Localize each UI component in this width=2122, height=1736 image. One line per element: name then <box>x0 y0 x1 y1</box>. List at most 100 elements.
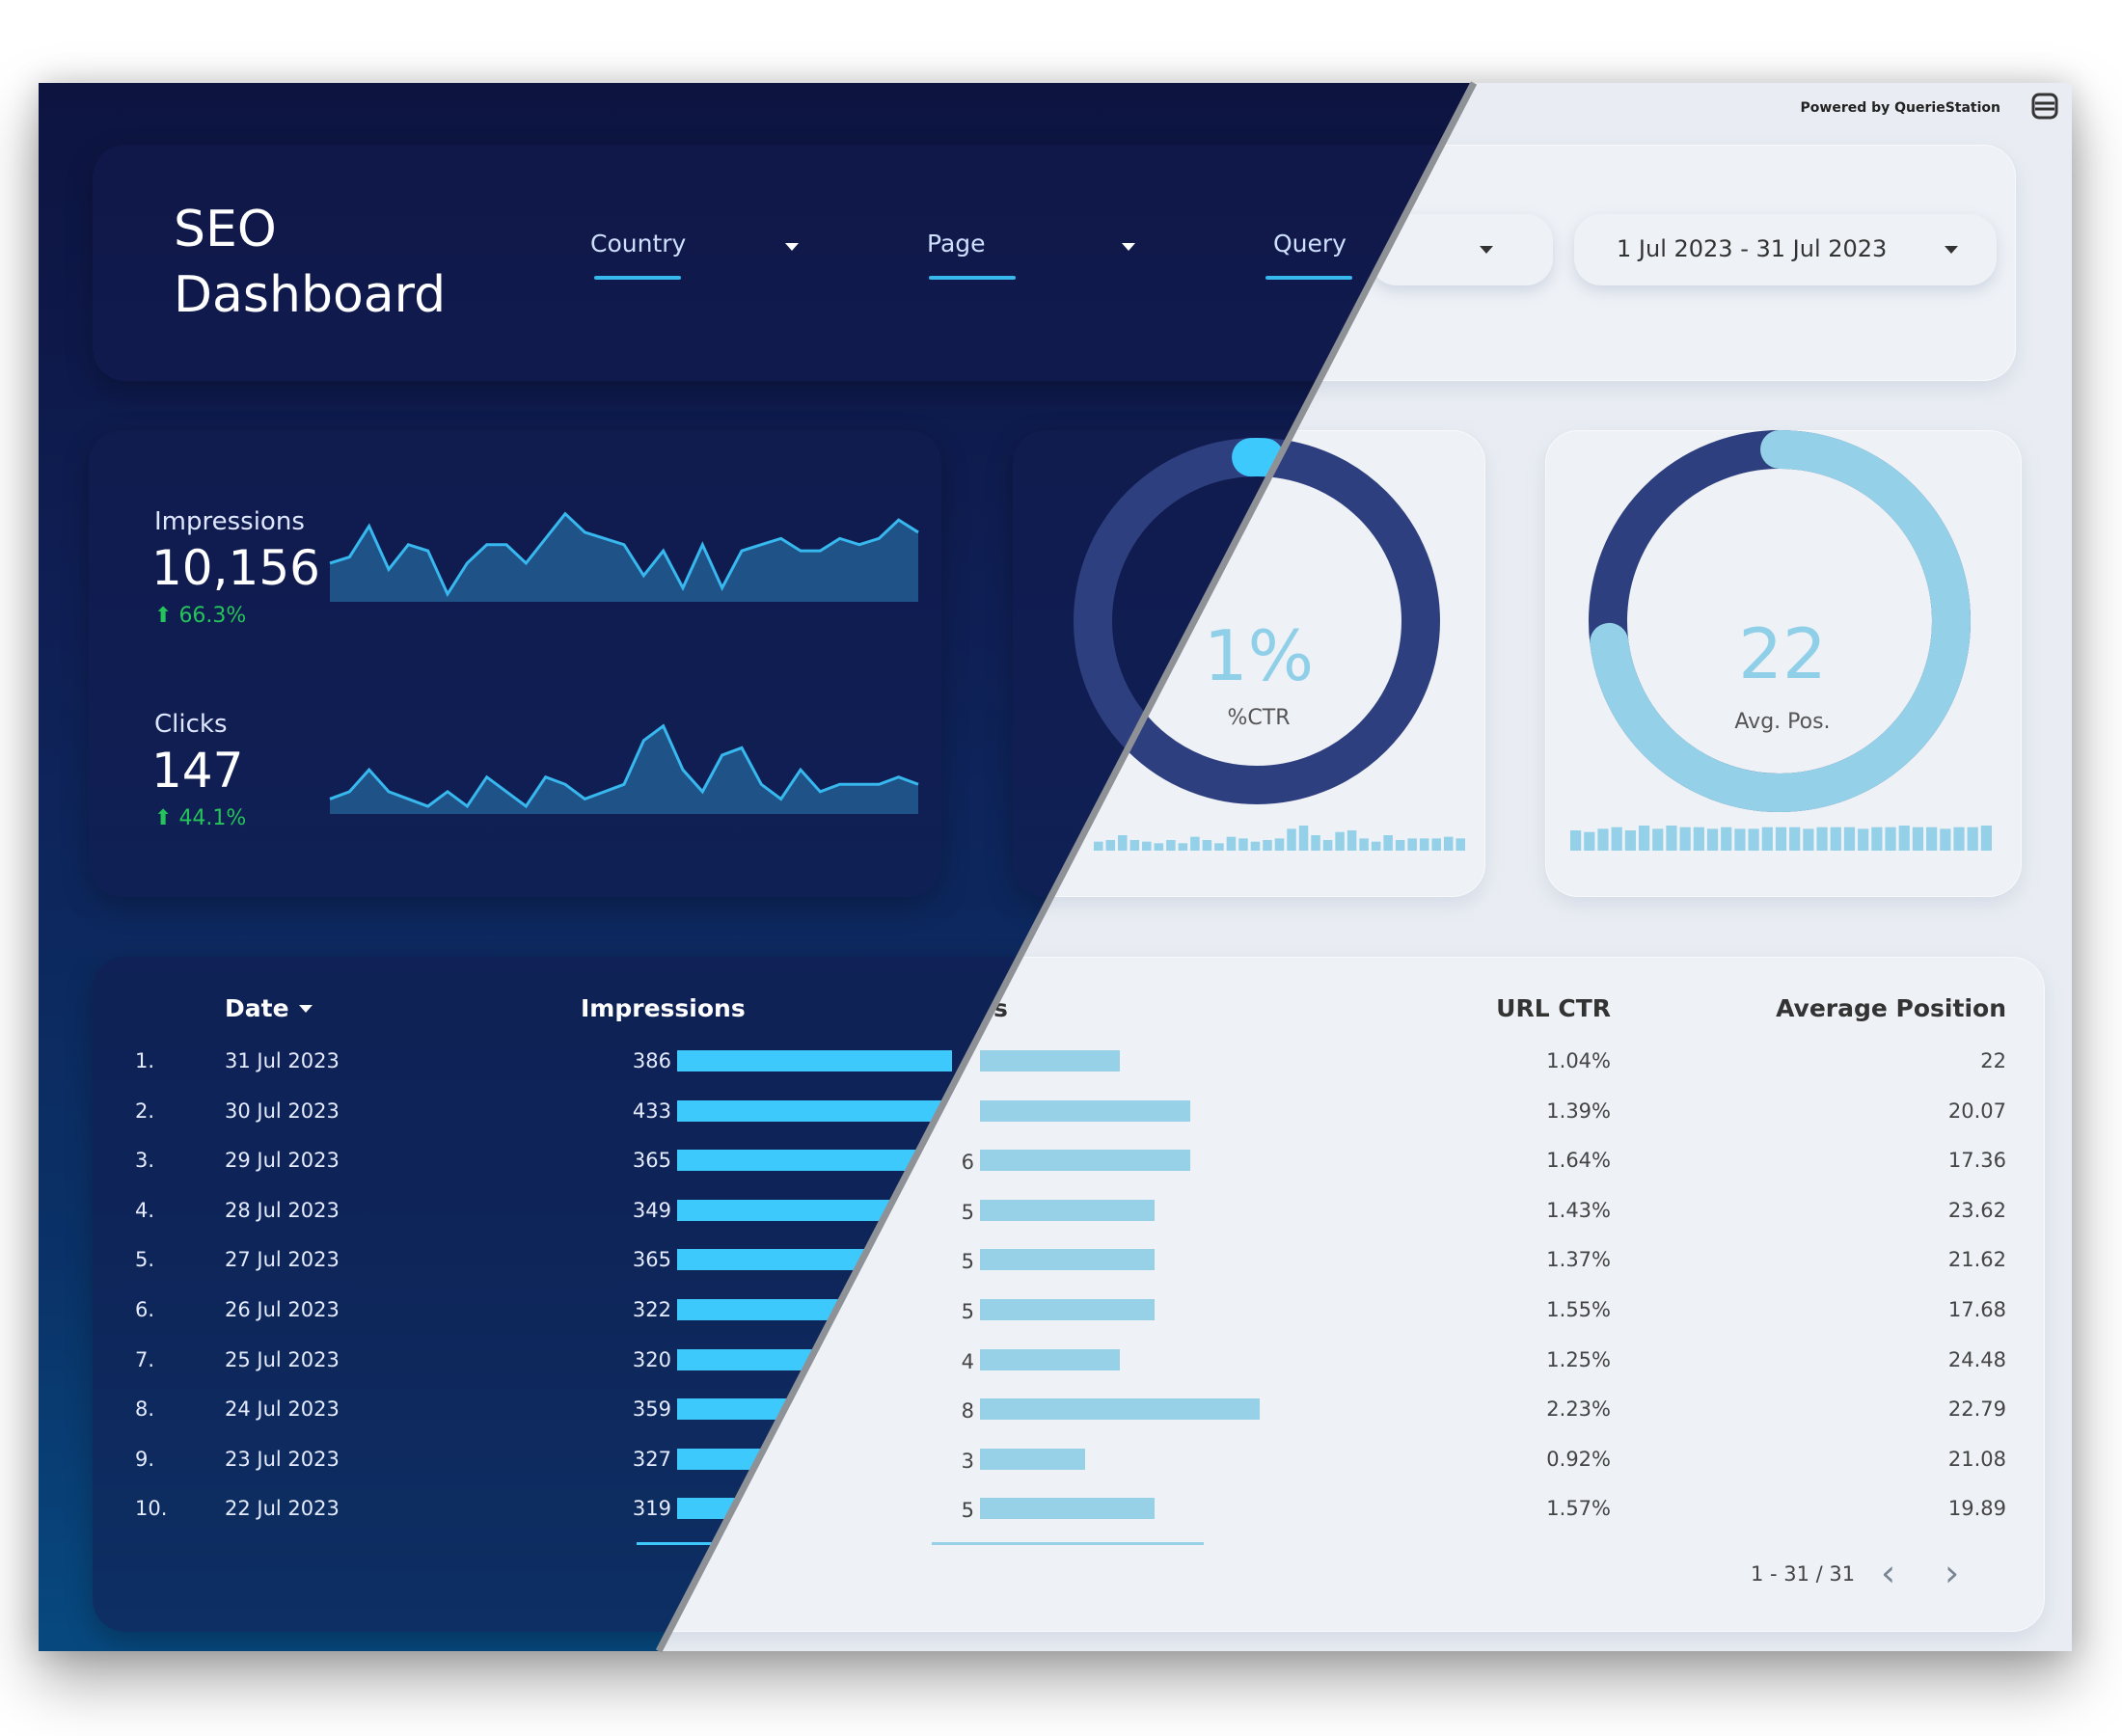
impressions-sparkline <box>329 511 919 602</box>
clicks-bar <box>980 1398 1260 1421</box>
impressions-sparkline-area <box>330 513 918 602</box>
row-url-ctr: 0.92% <box>1546 1447 1611 1471</box>
mini-bar <box>1383 835 1393 851</box>
row-url-ctr: 1.57% <box>1546 1497 1611 1521</box>
mini-bar <box>1597 828 1609 851</box>
impressions-delta: ⬆ 66.3% <box>154 604 246 628</box>
impressions-bar <box>677 1050 953 1071</box>
row-url-ctr: 1.37% <box>1546 1248 1611 1272</box>
avg-pos-label: Avg. Pos. <box>1734 710 1831 734</box>
page-caret-icon[interactable] <box>1122 243 1135 251</box>
row-clicks: 8 <box>961 1399 974 1424</box>
mini-bar <box>1202 840 1212 851</box>
mini-bar <box>1322 840 1333 851</box>
row-date: 24 Jul 2023 <box>225 1397 340 1422</box>
clicks-bar <box>980 1348 1120 1370</box>
mini-bar <box>1226 836 1237 851</box>
date-header[interactable]: Date <box>225 994 289 1022</box>
query-filter-light[interactable] <box>1370 214 1553 285</box>
row-url-ctr: 1.55% <box>1546 1298 1611 1321</box>
row-partial-bar <box>932 1542 1204 1545</box>
row-url-ctr: 1.25% <box>1546 1347 1611 1371</box>
country-caret-icon[interactable] <box>785 243 799 251</box>
row-number: 7. <box>135 1347 155 1371</box>
mini-bar <box>1214 843 1224 851</box>
row-impressions: 433 <box>632 1099 671 1123</box>
row-date: 30 Jul 2023 <box>225 1099 340 1123</box>
impressions-header[interactable]: Impressions <box>581 994 746 1022</box>
mini-bar <box>1347 830 1357 851</box>
clicks-sparkline <box>329 723 919 814</box>
row-date: 29 Jul 2023 <box>225 1149 340 1173</box>
mini-bar <box>1898 826 1910 851</box>
row-date: 25 Jul 2023 <box>225 1347 340 1371</box>
up-arrow-icon: ⬆ <box>154 604 179 628</box>
mini-bar <box>1858 828 1869 851</box>
mini-bar <box>1419 838 1429 851</box>
mini-bar <box>1638 826 1650 851</box>
clicks-label: Clicks <box>154 710 228 739</box>
row-impressions: 386 <box>632 1049 671 1072</box>
mini-bar <box>1706 828 1719 851</box>
row-impressions: 320 <box>632 1347 671 1371</box>
date-range-text: 1 Jul 2023 - 31 Jul 2023 <box>1617 235 1888 262</box>
sort-caret-icon[interactable] <box>299 1005 313 1013</box>
up-arrow-icon: ⬆ <box>154 806 179 830</box>
clicks-bar <box>980 1448 1085 1470</box>
mini-bar <box>1693 827 1704 851</box>
mini-bar <box>1178 843 1188 851</box>
mini-bar <box>1830 827 1841 851</box>
query-filter[interactable]: Query <box>1273 230 1347 258</box>
row-url-ctr: 1.43% <box>1546 1198 1611 1222</box>
previous-page-icon[interactable]: ‹ <box>1881 1552 1896 1594</box>
query-underline <box>1265 276 1352 280</box>
next-page-icon[interactable]: › <box>1945 1552 1960 1594</box>
impressions-label: Impressions <box>154 507 305 536</box>
row-date: 27 Jul 2023 <box>225 1248 340 1272</box>
row-avg-position: 22.79 <box>1947 1397 2006 1422</box>
date-range-caret-icon <box>1945 246 1958 254</box>
mini-bar <box>1118 835 1128 851</box>
clicks-bar <box>980 1099 1190 1122</box>
mini-bar <box>1967 827 1978 851</box>
avg-pos-gauge <box>1570 430 1992 851</box>
clicks-bar <box>980 1299 1156 1320</box>
mini-bar <box>1940 828 1951 851</box>
mini-bar <box>1789 827 1801 851</box>
mini-bar <box>1443 836 1454 851</box>
row-url-ctr: 1.04% <box>1546 1049 1611 1072</box>
mini-bar <box>1407 838 1417 851</box>
mini-bar <box>1803 828 1814 851</box>
page-filter[interactable]: Page <box>927 230 986 258</box>
row-date: 22 Jul 2023 <box>225 1497 340 1521</box>
mini-bar <box>1885 827 1896 851</box>
row-avg-position: 17.68 <box>1947 1298 2006 1321</box>
row-impressions: 365 <box>632 1248 671 1272</box>
country-filter[interactable]: Country <box>590 230 687 258</box>
row-impressions: 365 <box>632 1149 671 1173</box>
mini-bar <box>1624 830 1636 851</box>
row-avg-position: 22 <box>1980 1049 2006 1072</box>
mini-bar <box>1142 841 1152 851</box>
pagination-text: 1 - 31 / 31 <box>1751 1562 1856 1586</box>
clicks-bar <box>980 1249 1156 1271</box>
mini-bar <box>1926 827 1938 851</box>
mini-bar <box>1395 840 1405 851</box>
impressions-delta-value: 66.3% <box>178 604 247 628</box>
row-avg-position: 21.62 <box>1947 1248 2006 1272</box>
mini-bar <box>1953 827 1965 851</box>
clicks-bar <box>980 1199 1156 1221</box>
mini-bar <box>1721 827 1732 851</box>
mini-bar <box>1190 836 1200 851</box>
query-caret-icon <box>1480 246 1493 254</box>
date-range-picker[interactable]: 1 Jul 2023 - 31 Jul 2023 <box>1574 214 1997 285</box>
page-title-line1: SEO <box>174 201 277 258</box>
row-url-ctr: 2.23% <box>1546 1397 1611 1422</box>
row-date: 23 Jul 2023 <box>225 1447 340 1471</box>
avg-position-header[interactable]: Average Position <box>1776 994 2006 1022</box>
mini-bar <box>1734 828 1746 851</box>
mini-bar <box>1679 827 1691 851</box>
url-ctr-header[interactable]: URL CTR <box>1496 994 1611 1022</box>
mini-bar <box>1570 830 1582 851</box>
impressions-value: 10,156 <box>151 540 320 596</box>
